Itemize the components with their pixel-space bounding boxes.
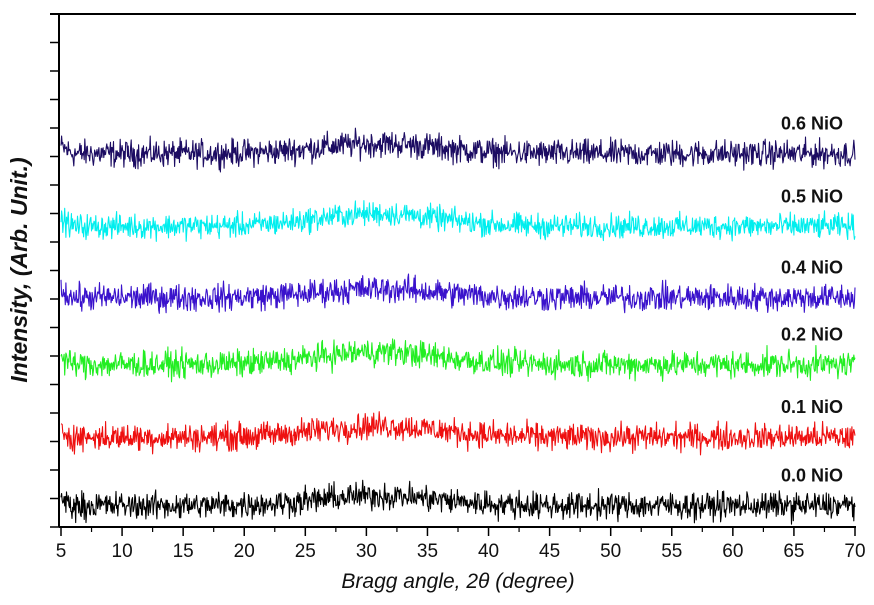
series-label: 0.0 NiO <box>781 466 843 486</box>
series-label: 0.2 NiO <box>781 325 843 345</box>
series-label: 0.1 NiO <box>781 397 843 417</box>
x-ticks: 5 10 15 20 25 30 35 40 45 50 55 60 65 70 <box>56 527 866 562</box>
x-tick-label: 35 <box>417 541 438 562</box>
x-tick-label: 50 <box>600 541 621 562</box>
traces <box>60 127 856 525</box>
series-line-04 <box>60 273 856 314</box>
x-tick-label: 20 <box>234 541 255 562</box>
x-tick-label: 10 <box>112 541 133 562</box>
x-tick-label: 55 <box>661 541 682 562</box>
x-tick-label: 65 <box>783 541 804 562</box>
axes <box>50 13 856 528</box>
series-label: 0.6 NiO <box>781 114 843 134</box>
series-label: 0.4 NiO <box>781 258 843 278</box>
series-line-00 <box>60 479 856 525</box>
x-tick-label: 5 <box>56 541 67 562</box>
series-line-01 <box>60 411 856 456</box>
x-tick-label: 60 <box>722 541 743 562</box>
series-line-02 <box>60 338 856 383</box>
series-labels: 0.6 NiO 0.5 NiO 0.4 NiO 0.2 NiO 0.1 NiO 0.0 N… <box>781 114 843 486</box>
series-label: 0.5 NiO <box>781 186 843 206</box>
y-ticks <box>50 41 59 528</box>
x-tick-label: 30 <box>356 541 377 562</box>
series-line-05 <box>60 200 856 242</box>
x-tick-label: 15 <box>173 541 194 562</box>
y-axis-title: Intensity, (Arb. Unit.) <box>6 157 32 382</box>
x-tick-label: 25 <box>295 541 316 562</box>
x-tick-label: 40 <box>478 541 499 562</box>
x-axis-title: Bragg angle, 2θ (degree) <box>341 570 574 593</box>
x-tick-label: 70 <box>844 541 865 562</box>
series-line-06 <box>60 127 856 173</box>
x-tick-label: 45 <box>539 541 560 562</box>
